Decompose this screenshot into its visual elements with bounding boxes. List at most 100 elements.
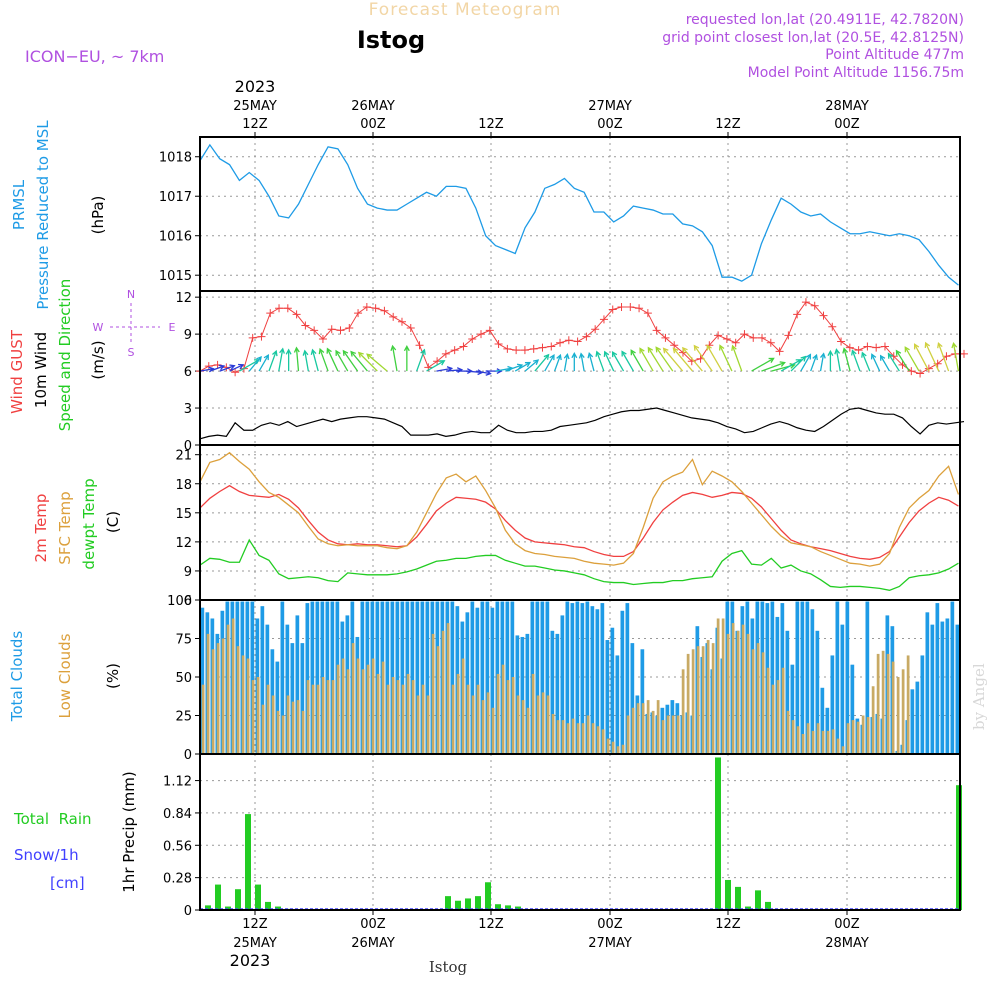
gust-marker bbox=[766, 338, 775, 347]
wind-arrow-8 bbox=[278, 348, 284, 372]
clouds-ytick-label-0: 0 bbox=[184, 748, 192, 763]
wind-arrowhead-52 bbox=[693, 344, 700, 351]
gust-marker bbox=[292, 310, 301, 319]
wind-arrowhead-23 bbox=[439, 360, 446, 366]
low-cloud-bar-17 bbox=[286, 695, 290, 754]
total-cloud-bar-79 bbox=[595, 609, 600, 754]
total-rain-label: Total Rain bbox=[13, 810, 92, 828]
low-cloud-bar-6 bbox=[231, 618, 235, 754]
total-cloud-bar-64 bbox=[520, 636, 525, 754]
wind-arrowhead-20 bbox=[390, 344, 397, 352]
low-cloud-bar-67 bbox=[536, 695, 540, 754]
rain-bar-1 bbox=[215, 884, 221, 910]
low-cloud-bar-124 bbox=[821, 730, 825, 754]
bottom-hour-label-1: 00Z bbox=[360, 917, 386, 932]
low-cloud-bar-10 bbox=[251, 680, 255, 754]
wind-arrowhead-47 bbox=[647, 346, 654, 353]
gust-marker bbox=[916, 369, 925, 378]
wind-arrow-53 bbox=[706, 345, 723, 372]
wind-arrow-52 bbox=[693, 345, 713, 372]
total-cloud-bar-83 bbox=[615, 655, 620, 754]
wind-arrow-1 bbox=[209, 365, 225, 372]
requested-lonlat: requested lon,lat (20.4911E, 42.7820N) bbox=[686, 12, 964, 28]
wind-arrow-43 bbox=[612, 351, 625, 372]
rain-bar-21 bbox=[725, 879, 731, 910]
wind-arrowhead-39 bbox=[578, 352, 585, 359]
low-cloud-bar-47 bbox=[436, 646, 440, 754]
wind-arrowhead-6 bbox=[263, 353, 269, 361]
wind-arrow-56 bbox=[751, 357, 774, 372]
gust-marker bbox=[301, 321, 310, 330]
gust-marker bbox=[538, 343, 547, 352]
wind-arrow-66 bbox=[843, 348, 851, 372]
low-cloud-bar-79 bbox=[596, 726, 600, 754]
total-cloud-bar-77 bbox=[585, 601, 590, 754]
wind-label: Wind GUST 10m Wind Speed and Direction (… bbox=[8, 279, 176, 432]
wind-arrowhead-76 bbox=[937, 341, 943, 349]
pressure-line bbox=[199, 143, 959, 286]
total-cloud-bar-50 bbox=[450, 601, 455, 754]
low-cloud-bar-84 bbox=[621, 744, 625, 754]
total-cloud-bar-117 bbox=[785, 630, 790, 754]
low-cloud-bar-113 bbox=[766, 667, 770, 754]
low-cloud-bar-15 bbox=[276, 710, 280, 754]
low-cloud-bar-89 bbox=[646, 700, 650, 754]
wind-arrowhead-63 bbox=[819, 352, 826, 359]
wind-arrow-39 bbox=[580, 353, 585, 372]
wind-arrowhead-12 bbox=[310, 348, 317, 355]
low-cloud-bar-61 bbox=[506, 680, 510, 754]
rain-bar-24 bbox=[755, 890, 761, 910]
total-cloud-bar-65 bbox=[525, 633, 530, 754]
gust-marker bbox=[477, 330, 486, 339]
pressure-label: PRMSL Pressure Reduced to MSL (hPa) bbox=[10, 120, 107, 310]
top-day-label-1: 26MAY bbox=[351, 99, 395, 114]
low-cloud-bar-141 bbox=[906, 655, 910, 754]
wind-arrowhead-77 bbox=[951, 341, 958, 349]
clouds-ytick-label-1: 25 bbox=[175, 710, 192, 725]
year-bottom: 2023 bbox=[230, 951, 271, 970]
low-cloud-bar-88 bbox=[641, 703, 645, 754]
gust-marker bbox=[318, 335, 327, 344]
low-cloud-bar-65 bbox=[526, 707, 530, 754]
wind-arrowhead-43 bbox=[611, 350, 618, 358]
rain-bar-11 bbox=[455, 900, 461, 910]
bottom-time-axis: 12Z 25MAY 00Z 26MAY 12Z 00Z 27MAY 12Z 00Z 28MAY bbox=[233, 917, 869, 951]
total-cloud-bar-81 bbox=[605, 640, 610, 754]
gust-marker bbox=[257, 332, 266, 341]
wind10m-label: 10m Wind bbox=[32, 332, 50, 408]
sfc-temp-line bbox=[199, 451, 960, 567]
rain-bar-4 bbox=[245, 814, 251, 910]
total-cloud-bar-118 bbox=[790, 664, 795, 754]
top-hour-label-5: 00Z bbox=[834, 117, 860, 132]
gridpoint-lonlat: grid point closest lon,lat (20.5E, 42.81… bbox=[662, 30, 964, 46]
wind-arrow-5 bbox=[248, 356, 262, 372]
gust-marker bbox=[362, 303, 371, 312]
rain-bar-16 bbox=[505, 905, 511, 910]
low-cloud-bar-106 bbox=[731, 623, 735, 754]
low-cloud-bar-117 bbox=[786, 710, 790, 754]
bottom-day-label-0: 25MAY bbox=[233, 936, 277, 951]
wind-ytick-label-0: 0 bbox=[184, 439, 192, 454]
wind-arrow-36 bbox=[553, 354, 562, 372]
low-cloud-bar-28 bbox=[341, 658, 345, 754]
temp-unit: (C) bbox=[104, 511, 122, 533]
low-cloud-bar-26 bbox=[331, 680, 335, 754]
temperature-panel: 6 9 12 15 18 21 bbox=[175, 449, 960, 609]
low-cloud-bar-57 bbox=[486, 692, 490, 754]
top-day-label-5: 28MAY bbox=[825, 99, 869, 114]
wind-arrow-46 bbox=[639, 348, 654, 372]
wind-arrow-30 bbox=[495, 367, 513, 372]
wind-arrowhead-10 bbox=[293, 346, 300, 353]
low-cloud-bar-40 bbox=[401, 684, 405, 754]
gust-marker bbox=[520, 346, 529, 355]
gust-marker bbox=[556, 338, 565, 347]
wind-arrowhead-72 bbox=[895, 349, 902, 356]
low-cloud-bar-55 bbox=[476, 684, 480, 754]
wind-arrowhead-32 bbox=[524, 361, 532, 368]
low-cloud-bar-94 bbox=[671, 715, 675, 754]
low-cloud-bar-137 bbox=[886, 653, 890, 754]
top-time-axis: 25MAY 12Z 26MAY 00Z 12Z 27MAY 00Z 12Z 28MAY 00Z bbox=[233, 99, 869, 137]
low-cloud-bar-136 bbox=[881, 650, 885, 754]
low-cloud-bar-126 bbox=[831, 729, 835, 754]
total-cloud-bar-37 bbox=[385, 601, 390, 754]
